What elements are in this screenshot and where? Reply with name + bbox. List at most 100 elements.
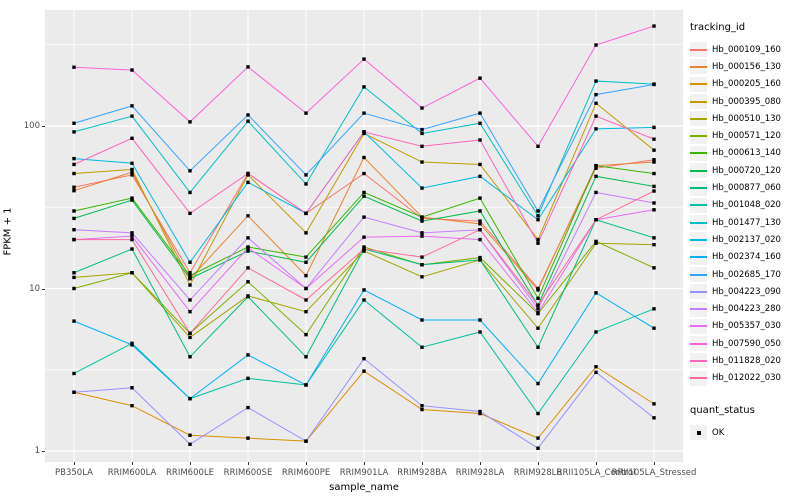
data-point [420, 144, 424, 149]
data-point [536, 345, 540, 349]
legend-entry-Hb_001477_130: Hb_001477_130 [690, 214, 798, 231]
legend-label-ok: OK [712, 427, 725, 438]
legend-key-icon [690, 215, 707, 231]
data-point [72, 216, 76, 221]
data-point [188, 309, 192, 314]
data-point [188, 442, 192, 446]
data-point [652, 148, 656, 152]
data-point [246, 266, 250, 270]
x-tick-label-RRIM928LB: RRIM928LB [513, 468, 563, 478]
data-point [304, 383, 308, 387]
legend-label: Hb_012022_030 [712, 373, 781, 384]
legend-label: Hb_000156_130 [712, 61, 781, 72]
legend-key-icon [690, 145, 707, 161]
data-point [478, 411, 482, 416]
data-point [594, 79, 598, 83]
data-point [594, 330, 598, 334]
x-tick-label-RRIM600SE: RRIM600SE [223, 468, 273, 478]
data-point [420, 219, 424, 223]
legend-key-icon [690, 267, 707, 282]
data-point [652, 243, 656, 247]
x-tick-mark [422, 462, 423, 465]
data-point [420, 263, 424, 267]
data-point [362, 369, 366, 373]
data-point [304, 273, 308, 278]
legend-label: Hb_000571_120 [712, 131, 781, 142]
legend-line-swatch [690, 238, 707, 241]
legend-entry-Hb_000877_060: Hb_000877_060 [690, 179, 798, 196]
data-point [130, 271, 134, 275]
data-point [246, 119, 250, 123]
data-point [362, 288, 366, 292]
data-point [130, 167, 134, 172]
data-point [130, 173, 134, 177]
data-point [362, 57, 366, 61]
data-point [130, 231, 134, 235]
data-point [304, 260, 308, 264]
legend-title-quant-status: quant_status [690, 404, 755, 416]
data-point [536, 446, 540, 450]
data-point [652, 189, 656, 193]
legend-entry-Hb_000571_120: Hb_000571_120 [690, 127, 798, 144]
data-point [536, 214, 540, 218]
legend-key-icon [690, 353, 707, 369]
x-tick-mark [596, 462, 597, 465]
data-point [362, 190, 366, 195]
data-point [304, 309, 308, 314]
data-point [536, 241, 540, 245]
data-point [72, 171, 76, 176]
legend-line-swatch [690, 187, 707, 190]
data-point [188, 190, 192, 195]
data-point [130, 114, 134, 118]
legend-line-swatch [690, 256, 707, 259]
legend-entry-Hb_000395_080: Hb_000395_080 [690, 93, 798, 110]
data-point [652, 137, 656, 141]
legend-entry-Hb_007590_050: Hb_007590_050 [690, 335, 798, 352]
y-axis-title: FPKM + 1 [2, 207, 14, 256]
data-point [72, 162, 76, 167]
legend-label: Hb_000510_130 [712, 113, 781, 124]
x-tick-mark [654, 462, 655, 465]
data-point [478, 318, 482, 322]
data-point [652, 326, 656, 330]
data-point [304, 332, 308, 337]
data-point [478, 209, 482, 213]
data-point [536, 436, 540, 440]
data-point [420, 106, 424, 110]
data-point [536, 237, 540, 242]
data-point [304, 298, 308, 302]
data-point [420, 160, 424, 164]
legend-line-swatch [690, 325, 707, 328]
legend-label: Hb_000613_140 [712, 148, 781, 159]
data-point [304, 355, 308, 359]
legend-key-icon [690, 128, 707, 144]
data-point [594, 239, 598, 244]
data-point [478, 258, 482, 262]
data-point [420, 186, 424, 190]
data-point [130, 170, 134, 174]
data-point [536, 296, 540, 301]
legend-key-icon [690, 232, 707, 248]
line-chart [45, 10, 683, 462]
data-point [304, 173, 308, 177]
legend-line-swatch [690, 290, 707, 293]
legend-line-swatch [690, 65, 707, 68]
data-point [594, 291, 598, 295]
legend-line-swatch [690, 204, 707, 207]
data-point [652, 184, 656, 189]
data-point [478, 255, 482, 260]
legend-label: Hb_000720_120 [712, 165, 781, 176]
data-point [72, 286, 76, 291]
data-point [304, 286, 308, 291]
data-point [130, 237, 134, 242]
x-tick-label-RRII105LA_Stressed: RRII105LA_Stressed [611, 468, 697, 478]
x-tick-mark [306, 462, 307, 465]
legend-label: Hb_007590_050 [712, 338, 781, 349]
plot-panel [45, 10, 683, 462]
legend-key-icon [690, 76, 707, 92]
data-point [420, 345, 424, 349]
data-point [420, 215, 424, 219]
data-point [304, 111, 308, 115]
legend-key-icon [690, 111, 707, 127]
